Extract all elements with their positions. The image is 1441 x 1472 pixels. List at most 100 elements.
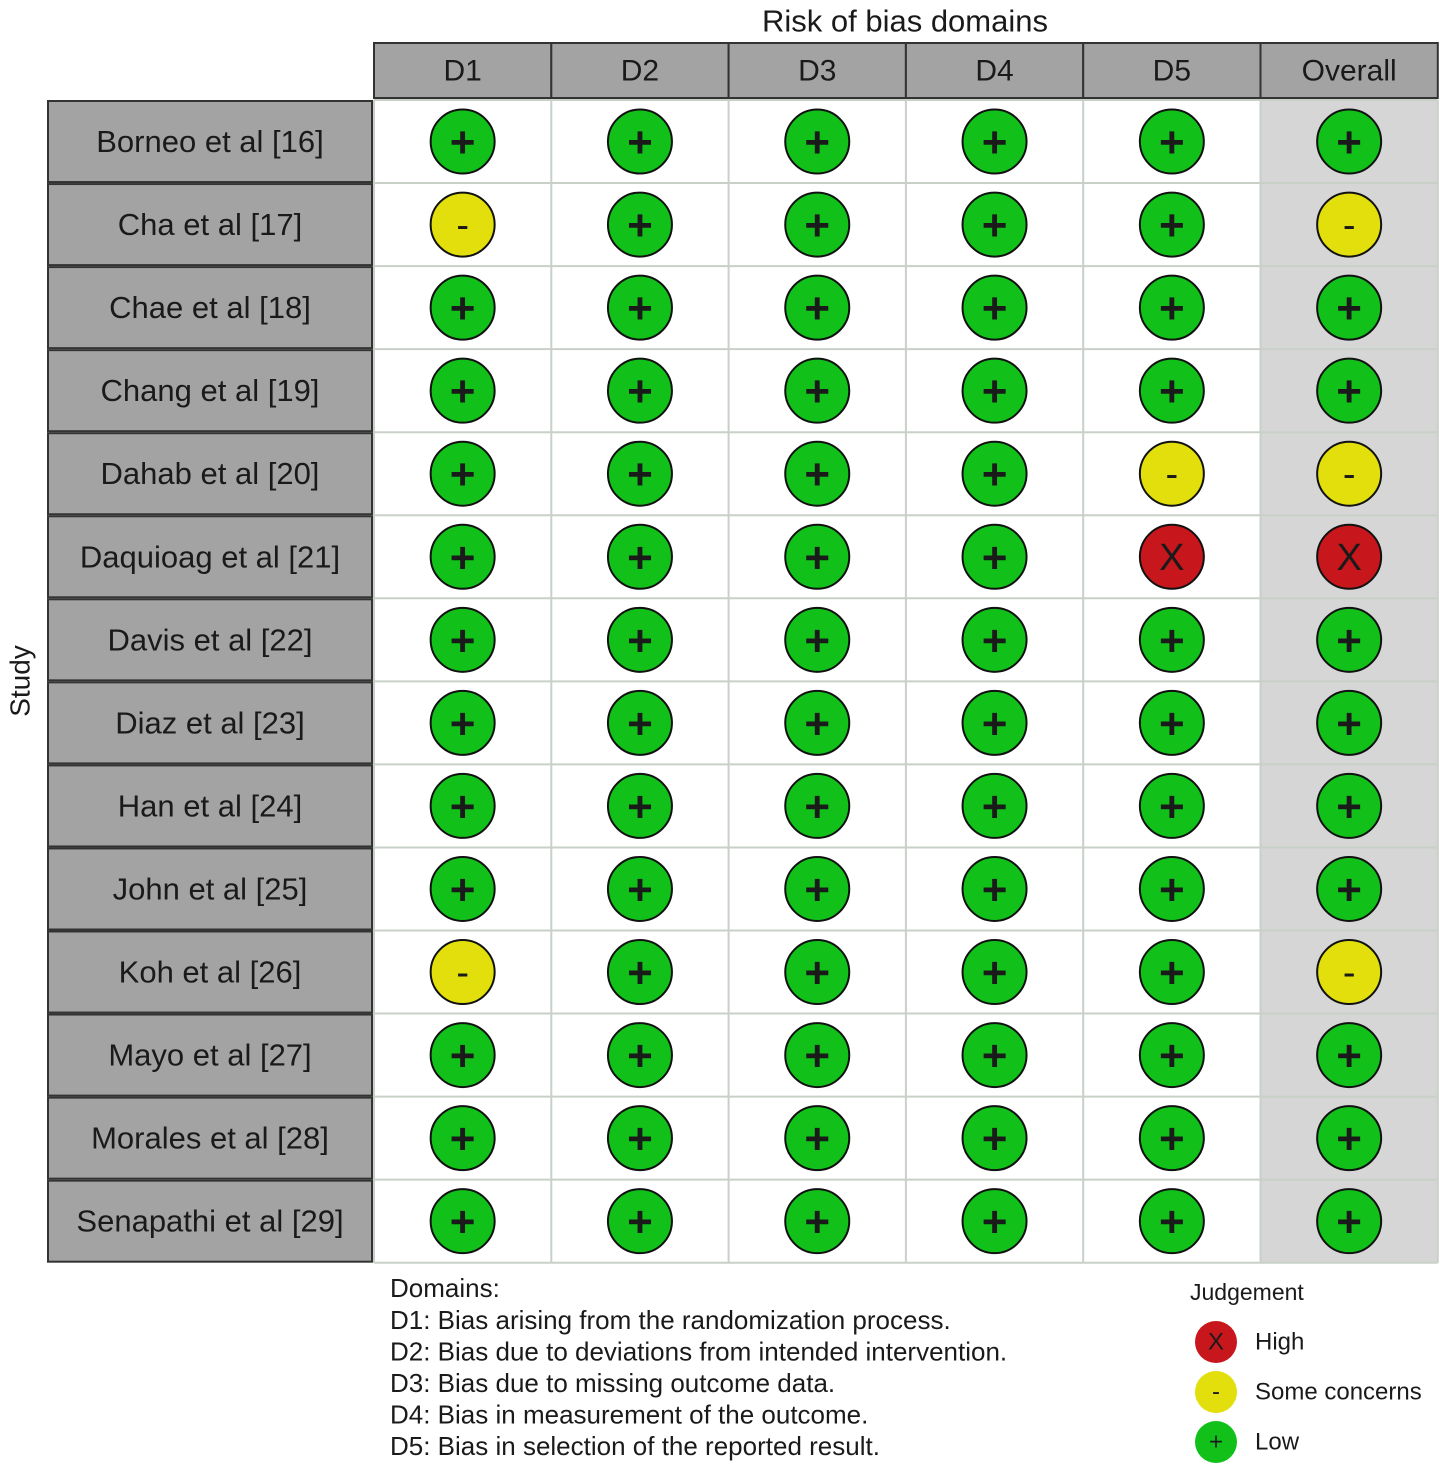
judgement-symbol: + (982, 949, 1008, 998)
legend-swatch (1195, 1371, 1237, 1413)
judgement-symbol: + (1159, 699, 1185, 748)
judgement-circle (1138, 191, 1205, 258)
judgement-circle (1138, 1188, 1205, 1255)
judgement-symbol: + (982, 865, 1008, 914)
legend-label: Some concerns (1255, 1379, 1422, 1406)
study-cell (47, 681, 373, 765)
column-label: D5 (1153, 55, 1191, 88)
judgement-symbol: + (1159, 367, 1185, 416)
judgement-circle (961, 772, 1028, 839)
judgement-circle (784, 274, 851, 341)
domain-description: D1: Bias arising from the randomization … (390, 1305, 951, 1335)
judgement-symbol: + (1336, 1032, 1362, 1081)
judgement-circle (429, 274, 496, 341)
judgement-symbol: + (982, 201, 1008, 250)
judgement-circle (429, 1022, 496, 1089)
judgement-symbol: + (627, 367, 653, 416)
judgement-circle (429, 357, 496, 424)
judgement-symbol: + (1336, 1115, 1362, 1164)
judgement-circle (1316, 274, 1383, 341)
study-cell (47, 100, 373, 184)
judgement-circle (1316, 606, 1383, 673)
study-cell (47, 1096, 373, 1180)
judgement-circle (784, 440, 851, 507)
judgement-circle (1316, 855, 1383, 922)
judgement-symbol: + (450, 284, 476, 333)
judgement-circle (429, 1188, 496, 1255)
column-label: D4 (975, 55, 1013, 88)
judgement-symbol: + (804, 616, 830, 665)
judgement-circle (961, 108, 1028, 175)
judgement-symbol: + (627, 865, 653, 914)
judgement-symbol: + (627, 118, 653, 167)
judgement-symbol: + (982, 1032, 1008, 1081)
judgement-circle (1138, 440, 1205, 507)
column-label: Overall (1302, 55, 1397, 88)
judgement-circle (429, 523, 496, 590)
judgement-symbol: - (1166, 454, 1179, 496)
judgement-circle (961, 1105, 1028, 1172)
study-label: Dahab et al [20] (101, 456, 320, 491)
judgement-symbol: + (982, 699, 1008, 748)
judgement-circle (1138, 689, 1205, 756)
judgement-symbol: + (450, 699, 476, 748)
judgement-symbol: + (804, 1115, 830, 1164)
judgement-symbol: + (627, 1115, 653, 1164)
judgement-symbol: + (627, 1032, 653, 1081)
column-label: D1 (443, 55, 481, 88)
judgement-circle (784, 772, 851, 839)
domains-title: Domains: (390, 1273, 500, 1303)
study-cell (47, 930, 373, 1014)
domain-description: D3: Bias due to missing outcome data. (390, 1368, 835, 1398)
judgement-symbol: - (456, 205, 469, 247)
judgement-symbol: + (982, 450, 1008, 499)
judgement-circle (961, 274, 1028, 341)
judgement-circle (961, 440, 1028, 507)
judgement-symbol: + (982, 284, 1008, 333)
judgement-symbol: - (1343, 952, 1356, 994)
study-label: Daquioag et al [21] (80, 539, 340, 574)
judgement-symbol: + (804, 699, 830, 748)
judgement-circle (1316, 357, 1383, 424)
judgement-symbol: + (1159, 949, 1185, 998)
judgement-symbol: + (982, 533, 1008, 582)
judgement-circle (961, 939, 1028, 1006)
judgement-circle (784, 855, 851, 922)
column-header (550, 42, 730, 99)
judgement-symbol: + (1159, 1198, 1185, 1247)
study-label: Borneo et al [16] (96, 124, 324, 159)
judgement-circle (961, 191, 1028, 258)
judgement-circle (961, 357, 1028, 424)
judgement-circle (1138, 274, 1205, 341)
judgement-circle (1316, 440, 1383, 507)
legend-swatch (1195, 1421, 1237, 1463)
judgement-circle (1316, 689, 1383, 756)
judgement-symbol: + (627, 949, 653, 998)
judgement-symbol: + (982, 616, 1008, 665)
judgement-symbol: + (1336, 699, 1362, 748)
judgement-circle (1138, 1105, 1205, 1172)
legend-title: Judgement (1190, 1279, 1304, 1305)
study-cell (47, 266, 373, 350)
judgement-circle (429, 191, 496, 258)
study-label: Diaz et al [23] (115, 705, 305, 740)
domain-description: D5: Bias in selection of the reported re… (390, 1431, 880, 1461)
study-cell (47, 1013, 373, 1097)
judgement-symbol: + (1159, 865, 1185, 914)
judgement-circle (606, 440, 673, 507)
judgement-circle (1316, 1105, 1383, 1172)
judgement-symbol: + (1159, 118, 1185, 167)
judgement-symbol: + (804, 533, 830, 582)
judgement-symbol: + (450, 118, 476, 167)
study-label: Chae et al [18] (109, 290, 311, 325)
study-cell (47, 432, 373, 516)
judgement-circle (429, 108, 496, 175)
legend-label: High (1255, 1329, 1304, 1356)
judgement-circle (429, 1105, 496, 1172)
judgement-symbol: + (450, 865, 476, 914)
study-label: Morales et al [28] (91, 1121, 329, 1156)
judgement-symbol: + (1336, 118, 1362, 167)
judgement-symbol: + (1336, 284, 1362, 333)
column-header (727, 42, 907, 99)
judgement-circle (1138, 606, 1205, 673)
